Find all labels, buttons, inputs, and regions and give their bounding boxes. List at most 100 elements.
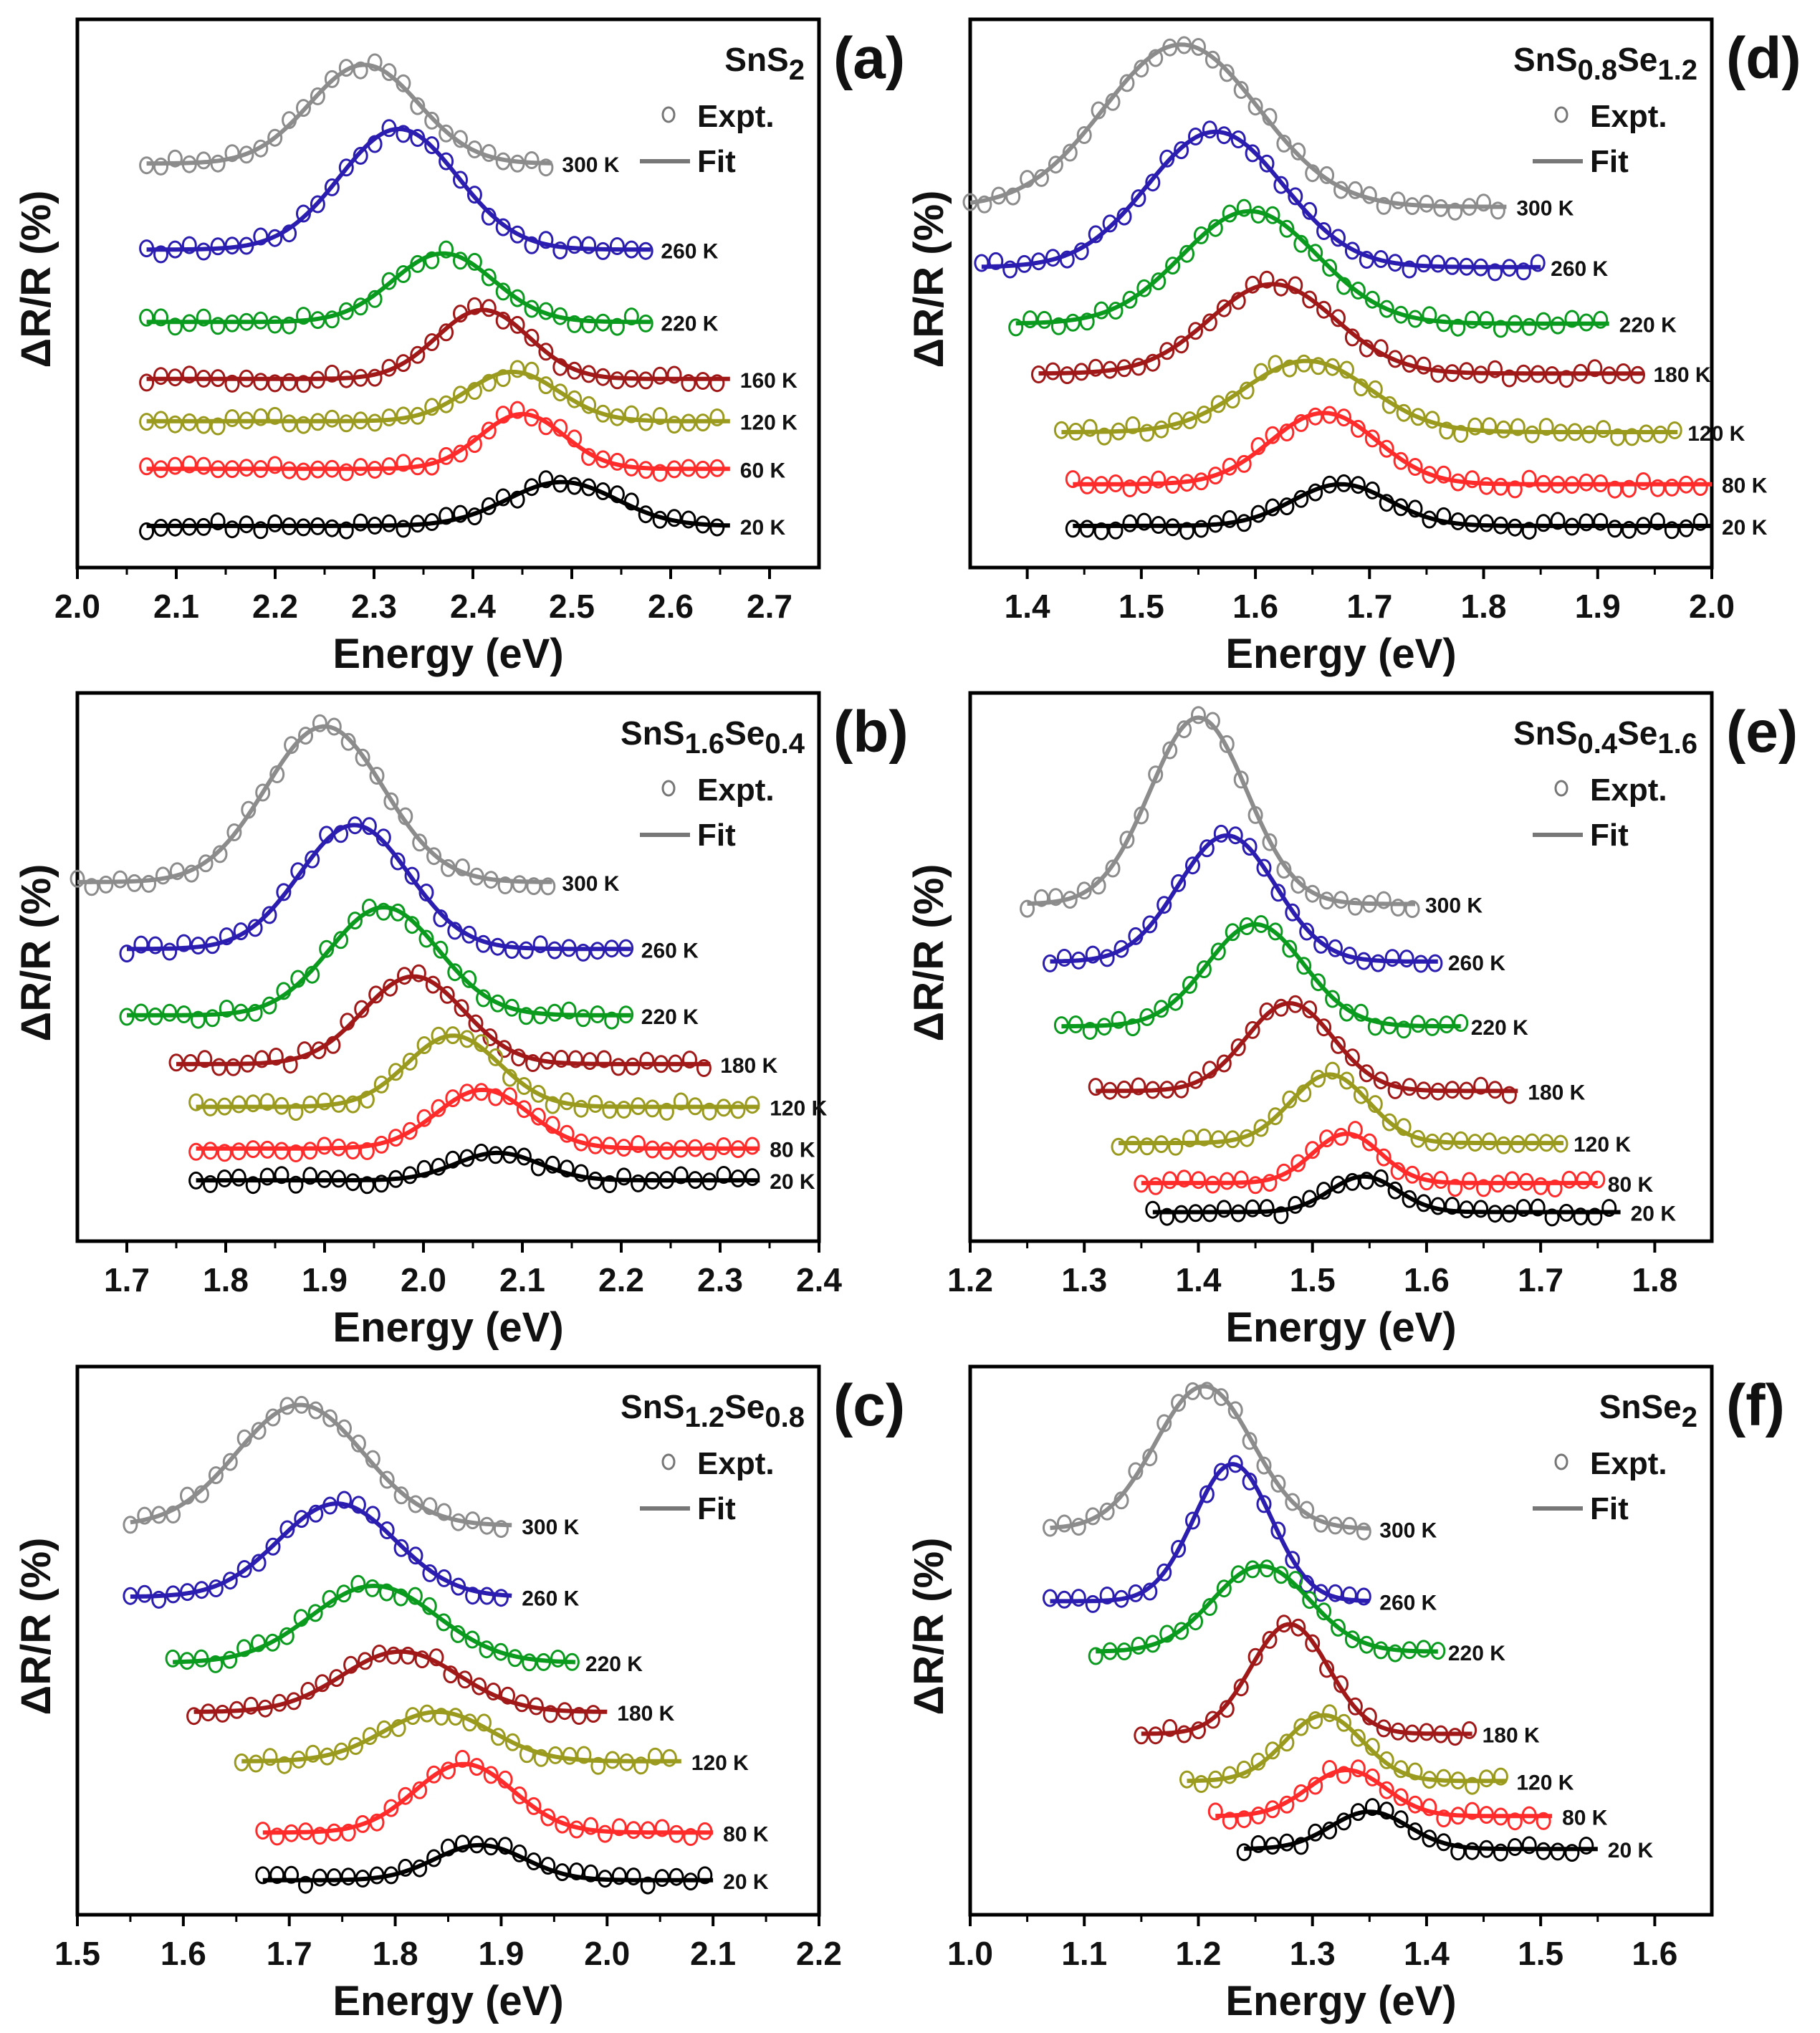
legend-fit-label: Fit — [1590, 1491, 1629, 1526]
expt-point — [367, 517, 383, 535]
expt-point — [1288, 187, 1303, 206]
expt-point — [1579, 513, 1594, 532]
expt-point — [744, 1168, 760, 1187]
expt-point — [319, 826, 335, 844]
expt-point — [1168, 412, 1184, 431]
expt-point — [1273, 176, 1289, 194]
expt-point — [119, 1008, 135, 1026]
expt-point — [353, 513, 368, 532]
expt-point — [262, 1748, 278, 1766]
expt-point — [367, 135, 383, 153]
expt-point — [410, 97, 426, 115]
expt-point — [1239, 381, 1255, 400]
expt-point — [1373, 1169, 1389, 1187]
expt-point — [1507, 315, 1523, 333]
fit-curve — [146, 127, 651, 252]
expt-point — [196, 308, 211, 327]
expt-point — [333, 825, 349, 843]
expt-point — [196, 369, 211, 388]
expt-point — [1139, 1137, 1155, 1156]
expt-point — [1162, 38, 1178, 57]
expt-point — [1199, 1382, 1215, 1400]
expt-point — [1336, 1713, 1351, 1732]
expt-point — [208, 1579, 224, 1597]
expt-point — [571, 1707, 587, 1725]
expt-point — [1344, 1630, 1360, 1649]
expt-point — [538, 231, 554, 249]
fit-curve — [262, 1761, 714, 1835]
expt-point — [1236, 454, 1252, 473]
expt-point — [1105, 859, 1121, 878]
expt-point — [1465, 1802, 1480, 1820]
x-tick-label: 2.3 — [697, 1261, 743, 1298]
expt-point — [1199, 839, 1215, 858]
expt-point — [1233, 1678, 1249, 1697]
expt-point — [236, 1560, 252, 1578]
expt-point — [1128, 927, 1144, 945]
expt-point — [1462, 1721, 1477, 1739]
expt-point — [462, 1713, 478, 1732]
expt-point — [267, 315, 283, 334]
expt-point — [359, 1091, 375, 1109]
expt-point — [381, 358, 397, 377]
expt-point — [474, 1083, 489, 1101]
expt-point — [1402, 260, 1417, 279]
expt-point — [974, 254, 990, 272]
expt-point — [638, 461, 653, 479]
expt-point — [1308, 1711, 1323, 1729]
expt-point — [1062, 143, 1078, 162]
y-axis-label: ΔR/R (%) — [906, 864, 952, 1042]
series-20k: 20 K — [1236, 1798, 1653, 1862]
expt-point — [127, 874, 143, 892]
expt-point — [1043, 1589, 1058, 1607]
expt-point — [1410, 1015, 1426, 1033]
expt-point — [479, 1516, 494, 1535]
expt-point — [1216, 1054, 1232, 1073]
expt-point — [353, 368, 368, 387]
expt-point — [631, 1097, 646, 1116]
expt-point — [345, 1173, 360, 1192]
expt-point — [1174, 1205, 1189, 1223]
expt-point — [490, 937, 505, 956]
expt-point — [1236, 514, 1252, 532]
expt-point — [1159, 1625, 1175, 1643]
expt-point — [239, 312, 254, 331]
expt-point — [567, 1050, 583, 1068]
expt-point — [495, 311, 511, 330]
expt-point — [1259, 1199, 1275, 1218]
expt-point — [234, 1753, 249, 1771]
expt-point — [1053, 1016, 1069, 1035]
expt-point — [296, 307, 311, 325]
expt-point — [208, 1655, 224, 1673]
temperature-label: 260 K — [661, 239, 718, 263]
expt-point — [1465, 470, 1480, 489]
expt-point — [253, 460, 269, 478]
expt-point — [407, 1587, 423, 1605]
series-20k: 20 K — [1145, 1169, 1676, 1227]
expt-point — [1191, 706, 1206, 724]
expt-point — [1450, 1771, 1466, 1790]
expt-point — [196, 151, 211, 170]
expt-point — [296, 204, 311, 223]
x-tick-label: 2.2 — [796, 1935, 842, 1972]
expt-point — [1373, 1071, 1389, 1090]
temperature-label: 220 K — [661, 312, 718, 335]
expt-point — [512, 875, 527, 894]
composition-title: SnS0.4Se1.6 — [1513, 714, 1697, 760]
expt-point — [1521, 469, 1537, 488]
expt-point — [369, 767, 385, 785]
expt-point — [1364, 481, 1380, 499]
expt-point — [595, 313, 610, 332]
expt-point — [1034, 168, 1049, 187]
expt-point — [1353, 1003, 1369, 1022]
expt-point — [1341, 947, 1357, 965]
expt-point — [538, 376, 554, 395]
expt-point — [239, 369, 254, 388]
expt-point — [1459, 257, 1475, 276]
expt-point — [625, 1057, 641, 1076]
expt-point — [561, 939, 577, 957]
expt-point — [412, 833, 428, 852]
expt-point — [439, 395, 454, 413]
temperature-label: 220 K — [1619, 314, 1677, 338]
